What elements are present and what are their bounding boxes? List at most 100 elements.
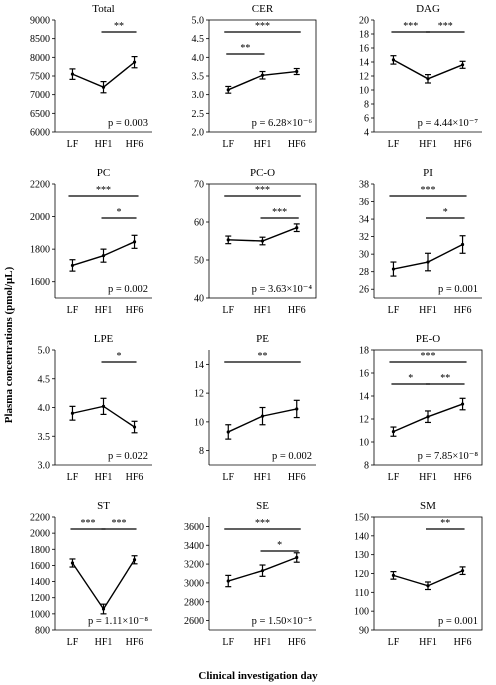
y-tick-label: 5.0 [192,16,205,27]
p-value-label: p = 6.28×10⁻⁶ [252,118,313,129]
plot-frame [208,183,317,299]
panel-lpe: LPE 3.0 3.5 4.0 4.5 5.0 LF HF1 HF6 * p = 0.022 [38,333,152,483]
y-tick-label: 18 [359,30,369,41]
y-tick-label: 36 [359,197,369,208]
data-point [426,260,430,264]
data-point [391,58,396,62]
x-tick-label: LF [222,472,234,483]
significance-label: *** [80,518,95,529]
data-point [226,430,230,434]
data-point [460,569,465,573]
significance-label: ** [440,373,450,384]
data-point [132,558,137,562]
y-tick-label: 16 [359,44,369,55]
x-tick-label: HF1 [419,305,437,316]
panel-pe: PE 8 10 12 14 LF HF1 HF6 ** p = 0.002 [194,333,316,483]
panel-title: SM [420,500,436,512]
y-tick-label: 1400 [30,577,50,588]
y-tick-label: 12 [359,72,369,83]
y-tick-label: 70 [194,180,204,191]
panel-title: PE [256,333,269,345]
y-tick-label: 3400 [184,541,204,552]
y-tick-label: 4.5 [192,34,205,45]
data-point [260,569,265,573]
figure-x-label: Clinical investigation day [198,670,318,682]
p-value-label: p = 0.002 [108,284,148,295]
data-point [226,88,230,92]
y-tick-label: 10 [194,417,204,428]
series-line [71,559,136,611]
y-tick-label: 30 [359,250,369,261]
y-tick-label: 8 [199,446,204,457]
data-point [295,555,299,560]
y-tick-label: 3200 [184,560,204,571]
y-tick-label: 2.5 [192,109,205,120]
x-tick-label: HF1 [95,472,113,483]
data-point [426,77,430,81]
x-tick-label: HF1 [95,139,113,150]
y-tick-label: 140 [354,531,369,542]
panel-title: CER [252,3,274,15]
data-point [101,404,106,408]
y-tick-label: 4 [364,128,369,139]
y-tick-label: 120 [354,569,369,580]
significance-label: * [408,373,413,384]
y-tick-label: 1800 [30,545,50,556]
y-tick-label: 9000 [30,16,50,27]
y-tick-label: 4.0 [192,53,205,64]
significance-label: *** [421,185,436,196]
data-point [295,69,299,74]
y-tick-label: 20 [359,16,369,27]
x-tick-label: HF1 [254,637,272,648]
y-tick-label: 110 [354,588,369,599]
significance-label: ** [240,43,250,54]
y-tick-label: 32 [359,232,369,243]
y-tick-label: 8 [364,461,369,472]
data-point [391,267,396,271]
significance-label: * [117,351,122,362]
data-point [132,240,137,244]
panel-title: Total [92,3,114,15]
x-tick-label: HF6 [126,637,144,648]
y-tick-label: 6500 [30,109,50,120]
panel-total: Total 6000 6500 7000 7500 8000 8500 9000 LF HF1 HF… [30,3,152,150]
y-tick-label: 2200 [30,180,50,191]
x-tick-label: HF1 [254,139,272,150]
x-tick-label: HF1 [95,305,113,316]
significance-label: *** [96,185,111,196]
y-tick-label: 2.0 [192,128,205,139]
p-value-label: p = 0.002 [272,451,312,462]
panel-title: PC-O [250,167,275,179]
p-value-label: p = 1.11×10⁻⁸ [88,616,148,627]
p-value-label: p = 0.003 [108,118,148,129]
significance-label: *** [255,518,270,529]
data-point [101,85,106,89]
data-point [295,226,299,230]
x-tick-label: HF6 [288,305,306,316]
figure-y-label: Plasma concentrations (pmol/μL) [3,266,15,423]
y-tick-label: 7000 [30,90,50,101]
x-tick-label: HF1 [419,637,437,648]
x-tick-label: HF6 [454,637,472,648]
data-point [132,425,137,429]
x-tick-label: LF [222,305,234,316]
p-value-label: p = 0.001 [438,284,478,295]
data-point [226,579,230,583]
p-value-label: p = 3.63×10⁻⁴ [252,284,313,295]
data-point [260,73,265,77]
significance-label: ** [114,21,124,32]
x-tick-label: HF6 [454,472,472,483]
p-value-label: p = 1.50×10⁻⁵ [252,616,313,627]
y-tick-label: 10 [359,438,369,449]
y-tick-label: 150 [354,513,369,524]
x-tick-label: LF [67,637,79,648]
x-tick-label: LF [67,472,79,483]
y-tick-label: 2600 [184,616,204,627]
data-point [101,254,106,258]
significance-label: * [277,540,282,551]
x-tick-label: LF [222,637,234,648]
x-tick-label: HF6 [288,637,306,648]
